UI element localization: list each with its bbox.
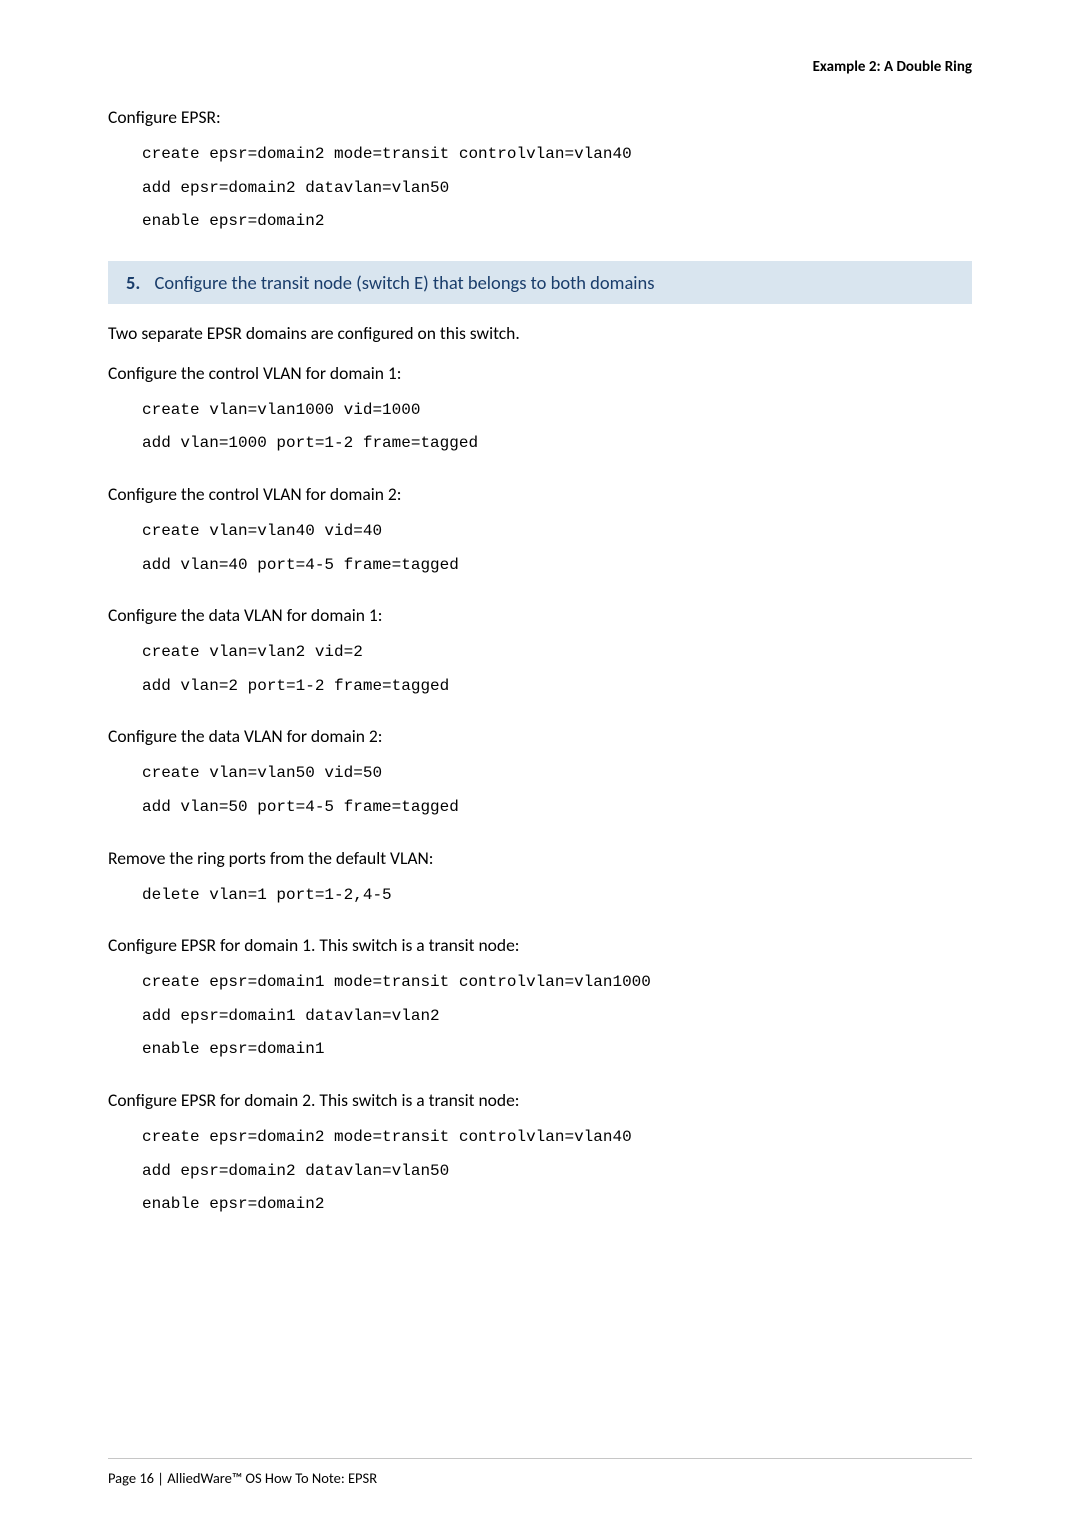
step-title: Configure the transit node (switch E) th… (155, 271, 655, 294)
page-footer: Page 16 | AlliedWare™ OS How To Note: EP… (108, 1458, 972, 1487)
footer-text: Page 16 | AlliedWare™ OS How To Note: EP… (108, 1469, 972, 1487)
sec6-intro: Remove the ring ports from the default V… (108, 847, 972, 869)
code-line: add vlan=50 port=4-5 frame=tagged (142, 791, 972, 825)
sec4-code: create vlan=vlan2 vid=2 add vlan=2 port=… (108, 636, 972, 703)
code-line: create vlan=vlan1000 vid=1000 (142, 394, 972, 428)
sec8-code: create epsr=domain2 mode=transit control… (108, 1121, 972, 1222)
header-right-title: Example 2: A Double Ring (813, 58, 972, 76)
sec4-intro: Configure the data VLAN for domain 1: (108, 604, 972, 626)
code-line: enable epsr=domain1 (142, 1033, 972, 1067)
sec2-code: create vlan=vlan1000 vid=1000 add vlan=1… (108, 394, 972, 461)
sec2-intro: Configure the control VLAN for domain 1: (108, 362, 972, 384)
sec1-intro: Configure EPSR: (108, 106, 972, 128)
sec3-intro: Configure the control VLAN for domain 2: (108, 483, 972, 505)
code-line: add vlan=40 port=4-5 frame=tagged (142, 549, 972, 583)
code-line: add epsr=domain1 datavlan=vlan2 (142, 1000, 972, 1034)
code-line: add epsr=domain2 datavlan=vlan50 (142, 172, 972, 206)
sec5-intro: Configure the data VLAN for domain 2: (108, 725, 972, 747)
sec5-code: create vlan=vlan50 vid=50 add vlan=50 po… (108, 757, 972, 824)
code-line: add epsr=domain2 datavlan=vlan50 (142, 1155, 972, 1189)
code-line: create epsr=domain1 mode=transit control… (142, 966, 972, 1000)
after-step-text: Two separate EPSR domains are configured… (108, 322, 972, 344)
sec8-intro: Configure EPSR for domain 2. This switch… (108, 1089, 972, 1111)
code-line: enable epsr=domain2 (142, 1188, 972, 1222)
step-bar-5: 5. Configure the transit node (switch E)… (108, 261, 972, 304)
code-line: enable epsr=domain2 (142, 205, 972, 239)
footer-divider (108, 1458, 972, 1459)
sec6-code: delete vlan=1 port=1-2,4-5 (108, 879, 972, 913)
sec7-code: create epsr=domain1 mode=transit control… (108, 966, 972, 1067)
code-line: create epsr=domain2 mode=transit control… (142, 1121, 972, 1155)
code-line: create epsr=domain2 mode=transit control… (142, 138, 972, 172)
code-line: create vlan=vlan40 vid=40 (142, 515, 972, 549)
sec7-intro: Configure EPSR for domain 1. This switch… (108, 934, 972, 956)
code-line: add vlan=2 port=1-2 frame=tagged (142, 670, 972, 704)
code-line: create vlan=vlan2 vid=2 (142, 636, 972, 670)
code-line: create vlan=vlan50 vid=50 (142, 757, 972, 791)
step-number: 5. (126, 271, 140, 294)
sec1-code: create epsr=domain2 mode=transit control… (108, 138, 972, 239)
code-line: add vlan=1000 port=1-2 frame=tagged (142, 427, 972, 461)
page-content: Configure EPSR: create epsr=domain2 mode… (108, 106, 972, 1222)
code-line: delete vlan=1 port=1-2,4-5 (142, 879, 972, 913)
sec3-code: create vlan=vlan40 vid=40 add vlan=40 po… (108, 515, 972, 582)
